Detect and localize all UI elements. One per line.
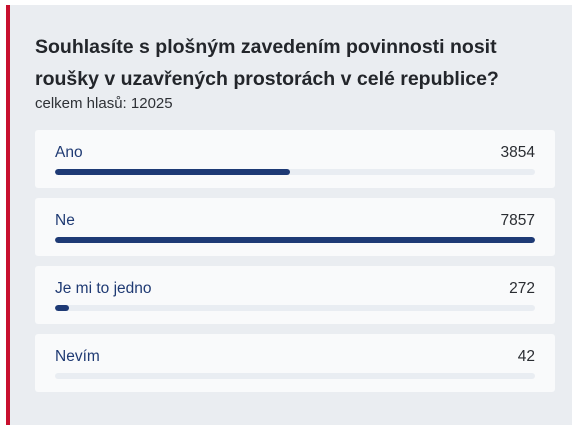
option-bar-track — [55, 305, 535, 311]
total-votes: celkem hlasů: 12025 — [35, 95, 173, 112]
poll-question: Souhlasíte s plošným zavedením povinnost… — [35, 36, 499, 90]
option-bar-fill — [55, 169, 291, 175]
poll-widget: Souhlasíte s plošným zavedením povinnost… — [6, 5, 572, 425]
option-bar-fill — [55, 237, 535, 243]
option-vote-count: 42 — [517, 348, 535, 365]
option-vote-count: 272 — [509, 280, 535, 297]
option-bar-track — [55, 169, 535, 175]
option-label: Je mi to jedno — [55, 280, 152, 297]
poll-option-ano[interactable]: Ano 3854 — [35, 130, 555, 188]
total-votes-count: 12025 — [130, 95, 173, 112]
option-vote-count: 7857 — [500, 212, 535, 229]
option-label: Nevím — [55, 348, 100, 365]
total-votes-label: celkem hlasů: — [35, 95, 127, 112]
option-bar-track — [55, 373, 535, 379]
poll-option-je-mi-to-jedno[interactable]: Je mi to jedno 272 — [35, 266, 555, 324]
option-bar-fill — [55, 305, 70, 311]
poll-option-ne[interactable]: Ne 7857 — [35, 198, 555, 256]
option-label: Ne — [55, 212, 75, 229]
option-vote-count: 3854 — [500, 144, 535, 161]
poll-option-nevim[interactable]: Nevím 42 — [35, 334, 555, 392]
option-label: Ano — [55, 144, 83, 161]
option-bar-track — [55, 237, 535, 243]
